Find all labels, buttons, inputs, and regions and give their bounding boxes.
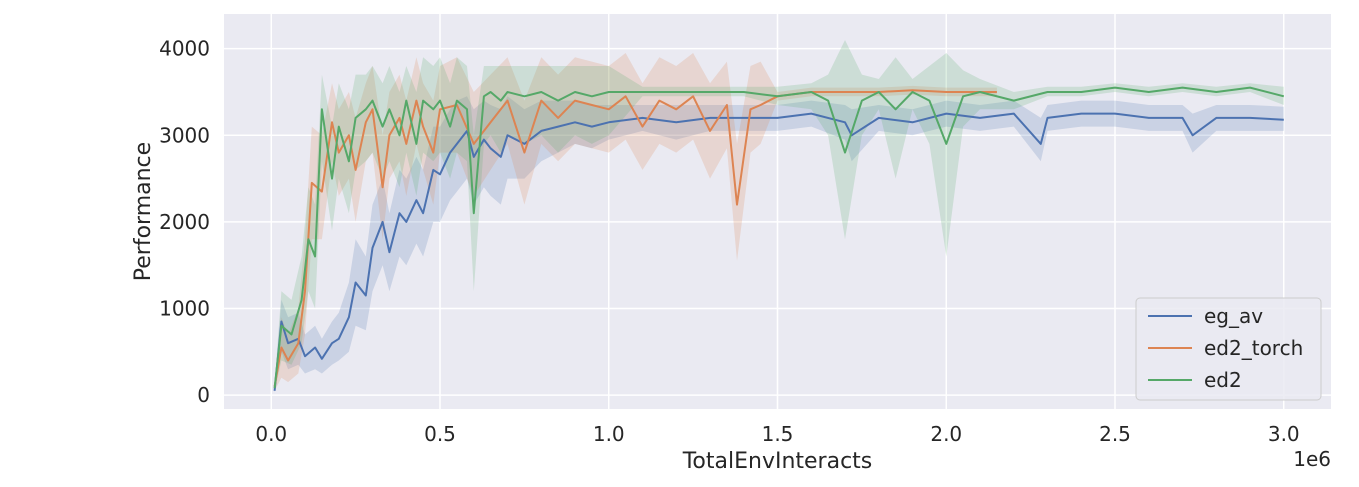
confidence-band-ed2	[274, 40, 1284, 392]
confidence-band-ed2_torch	[274, 53, 997, 391]
x-tick-label: 1.0	[593, 422, 625, 446]
y-axis-label: Performance	[131, 142, 156, 281]
legend-label-eg_av: eg_av	[1204, 304, 1263, 328]
x-tick-label: 2.5	[1099, 422, 1131, 446]
x-tick-label: 1.5	[762, 422, 794, 446]
confidence-band-eg_av	[274, 96, 1284, 393]
x-axis-ticks: 0.0 0.5 1.0 1.5 2.0 2.5 3.0	[255, 422, 1299, 446]
y-tick-label: 4000	[159, 37, 210, 61]
x-tick-label: 3.0	[1268, 422, 1300, 446]
series-line-ed2_torch	[273, 89, 997, 387]
series-lines	[273, 86, 1285, 391]
series-line-eg_av	[273, 112, 1284, 391]
series-line-ed2	[273, 86, 1285, 389]
legend-frame	[1135, 297, 1322, 401]
x-tick-label: 0.5	[424, 422, 456, 446]
y-tick-label: 1000	[159, 297, 210, 321]
x-tick-label: 0.0	[255, 422, 287, 446]
y-tick-label: 0	[197, 383, 210, 407]
confidence-bands	[274, 40, 1284, 393]
x-axis-multiplier: 1e6	[1293, 447, 1331, 471]
y-axis-ticks: 0 1000 2000 3000 4000	[159, 37, 210, 407]
legend: eg_av ed2_torch ed2	[1135, 297, 1322, 401]
y-tick-label: 2000	[159, 210, 210, 234]
y-tick-label: 3000	[159, 123, 210, 147]
legend-label-ed2_torch: ed2_torch	[1204, 336, 1303, 360]
x-tick-label: 2.0	[930, 422, 962, 446]
x-axis-label: TotalEnvInteracts	[682, 449, 873, 474]
legend-label-ed2: ed2	[1204, 368, 1242, 392]
